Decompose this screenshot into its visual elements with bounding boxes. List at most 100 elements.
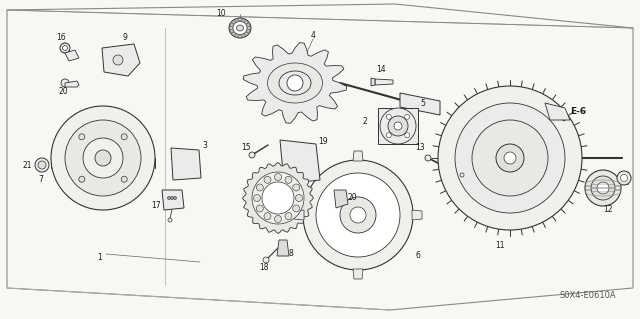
Circle shape	[496, 144, 524, 172]
Circle shape	[230, 26, 232, 29]
Circle shape	[292, 205, 300, 212]
Ellipse shape	[268, 63, 323, 103]
Circle shape	[387, 114, 391, 119]
Circle shape	[63, 46, 67, 50]
Circle shape	[230, 30, 233, 33]
Polygon shape	[243, 43, 347, 123]
Circle shape	[275, 216, 282, 222]
Text: 4: 4	[310, 31, 316, 40]
Circle shape	[95, 150, 111, 166]
Polygon shape	[171, 148, 201, 180]
Circle shape	[472, 120, 548, 196]
Text: 12: 12	[604, 205, 612, 214]
Circle shape	[51, 106, 155, 210]
Text: 14: 14	[376, 65, 386, 75]
Text: 16: 16	[56, 33, 66, 42]
Circle shape	[239, 35, 241, 38]
Polygon shape	[378, 108, 418, 144]
Polygon shape	[280, 140, 320, 184]
Text: 9: 9	[123, 33, 127, 42]
Polygon shape	[400, 93, 440, 115]
Text: 3: 3	[203, 142, 207, 151]
Circle shape	[285, 176, 292, 183]
Text: 10: 10	[216, 10, 226, 19]
Circle shape	[168, 218, 172, 222]
Circle shape	[380, 108, 416, 144]
Polygon shape	[353, 269, 363, 279]
Circle shape	[263, 257, 269, 263]
Circle shape	[245, 33, 248, 35]
Polygon shape	[162, 190, 184, 210]
Circle shape	[404, 133, 410, 138]
Polygon shape	[545, 103, 570, 120]
Circle shape	[621, 174, 627, 182]
Polygon shape	[334, 190, 348, 208]
Text: 11: 11	[495, 241, 505, 250]
Circle shape	[617, 171, 631, 185]
Circle shape	[585, 170, 621, 206]
Circle shape	[121, 134, 127, 140]
Circle shape	[252, 172, 304, 224]
Circle shape	[65, 120, 141, 196]
Circle shape	[264, 213, 271, 220]
Circle shape	[173, 197, 177, 199]
Polygon shape	[102, 44, 140, 76]
Circle shape	[247, 30, 250, 33]
Text: 6: 6	[415, 250, 420, 259]
Text: 1: 1	[98, 254, 102, 263]
Polygon shape	[277, 240, 289, 256]
Text: 20: 20	[58, 87, 68, 97]
Text: S0X4-E0610A: S0X4-E0610A	[560, 292, 616, 300]
Circle shape	[256, 205, 263, 212]
Text: 13: 13	[415, 144, 425, 152]
Circle shape	[597, 182, 609, 194]
Text: 15: 15	[241, 144, 251, 152]
Text: 19: 19	[318, 137, 328, 146]
Circle shape	[232, 20, 235, 24]
Text: 2: 2	[363, 116, 367, 125]
Circle shape	[303, 160, 413, 270]
Text: 18: 18	[259, 263, 269, 272]
Circle shape	[232, 33, 235, 35]
Ellipse shape	[279, 71, 311, 95]
Text: 17: 17	[151, 201, 161, 210]
Polygon shape	[294, 210, 304, 220]
Ellipse shape	[237, 25, 243, 31]
Text: 20: 20	[347, 194, 357, 203]
Polygon shape	[375, 79, 393, 85]
Circle shape	[79, 134, 84, 140]
Polygon shape	[371, 78, 375, 86]
Text: E-6: E-6	[570, 108, 586, 116]
Circle shape	[340, 197, 376, 233]
Polygon shape	[353, 151, 363, 161]
Circle shape	[121, 176, 127, 182]
Text: 8: 8	[289, 249, 293, 257]
Circle shape	[275, 174, 282, 181]
Circle shape	[292, 184, 300, 191]
Circle shape	[79, 176, 84, 182]
Circle shape	[83, 138, 123, 178]
Circle shape	[235, 19, 238, 22]
Circle shape	[230, 23, 233, 26]
Circle shape	[60, 43, 70, 53]
Circle shape	[316, 173, 400, 257]
Circle shape	[387, 133, 391, 138]
Circle shape	[285, 213, 292, 220]
Circle shape	[350, 207, 366, 223]
Circle shape	[287, 75, 303, 91]
Circle shape	[253, 195, 260, 202]
Polygon shape	[65, 81, 79, 87]
Circle shape	[388, 116, 408, 136]
Polygon shape	[65, 50, 79, 61]
Circle shape	[264, 176, 271, 183]
Circle shape	[504, 152, 516, 164]
Circle shape	[235, 34, 238, 37]
Circle shape	[455, 103, 565, 213]
Circle shape	[256, 184, 263, 191]
Text: 5: 5	[420, 100, 426, 108]
Circle shape	[247, 23, 250, 26]
Circle shape	[248, 26, 250, 29]
Circle shape	[35, 158, 49, 172]
Polygon shape	[412, 210, 422, 220]
Circle shape	[394, 122, 402, 130]
